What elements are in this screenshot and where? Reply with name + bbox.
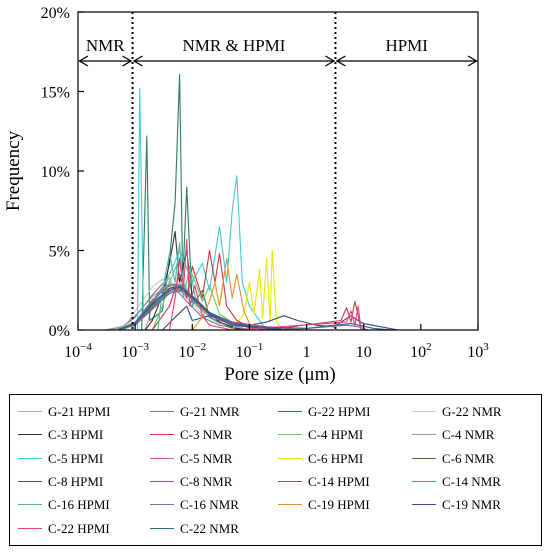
x-tick-label: 102: [410, 341, 432, 361]
legend-label: C-14 NMR: [442, 473, 501, 489]
y-tick-label: 15%: [41, 85, 70, 102]
x-tick-label: 10−1: [236, 341, 264, 361]
plot-series-group: [105, 73, 399, 331]
region-dividers: [131, 12, 337, 330]
legend-label: C-5 NMR: [180, 450, 233, 466]
region-arrow-head-left: [132, 55, 143, 67]
chart-legend: G-21 HPMI G-21 NMR G-22 HPMI G-22 NMR C-3 HP…: [9, 394, 542, 546]
series-line-18: [191, 257, 267, 331]
legend-label: G-21 HPMI: [48, 404, 111, 419]
region-1: NMR & HPMI: [132, 36, 336, 67]
region-arrow-head-right: [467, 55, 478, 67]
y-tick-label: 5%: [49, 244, 70, 261]
series-line-6: [151, 257, 267, 331]
region-0: NMR: [78, 36, 133, 67]
region-annotations: NMR NMR & HPMI HPMI: [78, 36, 478, 67]
x-tick-label: 10−4: [64, 341, 92, 361]
legend-swatch: [18, 411, 42, 412]
legend-swatch: [150, 527, 174, 529]
legend-label: C-8 NMR: [180, 473, 233, 489]
x-axis-label: Pore size (μm): [224, 364, 336, 385]
legend-swatch: [278, 434, 302, 436]
legend-swatch: [150, 434, 174, 436]
legend-swatch: [18, 434, 42, 436]
legend-label: C-22 NMR: [180, 520, 239, 536]
region-2: HPMI: [335, 36, 478, 67]
legend-label: C-4 HPMI: [308, 427, 364, 443]
legend-label: C-22 HPMI: [48, 520, 110, 536]
legend-swatch: [412, 457, 436, 459]
region-arrow-head-right: [325, 55, 336, 67]
legend-label: C-16 NMR: [180, 497, 239, 513]
legend-label: C-19 NMR: [442, 497, 501, 513]
legend-swatch: [412, 411, 436, 412]
legend-swatch: [278, 480, 302, 482]
region-label: HPMI: [385, 36, 428, 55]
x-tick-label: 1: [303, 344, 311, 361]
legend-swatch: [18, 504, 42, 506]
legend-swatch: [150, 411, 174, 412]
legend-swatch: [278, 504, 302, 506]
region-label: NMR & HPMI: [182, 36, 285, 55]
region-arrow-head-left: [78, 55, 89, 67]
legend-label: C-6 NMR: [442, 450, 495, 466]
series-line-20: [168, 238, 362, 331]
axis-ticks: 0% 5% 10% 15% 20% 10−4 10−3 10−2 10−1 1 10 102 103: [41, 5, 490, 361]
y-tick-label: 20%: [41, 5, 70, 22]
y-tick-label: 0%: [49, 323, 70, 340]
x-tick-label: 103: [467, 341, 489, 361]
x-tick-label: 10−2: [178, 341, 206, 361]
legend-swatch: [412, 434, 436, 436]
legend-swatch: [150, 457, 174, 459]
series-line-21: [117, 284, 392, 331]
series-line-14: [151, 249, 362, 331]
legend-swatch: [18, 457, 42, 459]
legend-swatch: [150, 504, 174, 506]
y-axis-label: Frequency: [3, 130, 24, 211]
legend-label: C-8 HPMI: [48, 473, 104, 489]
legend-label: C-16 HPMI: [48, 497, 110, 513]
region-arrow-head-right: [122, 55, 133, 67]
legend-swatch: [412, 504, 436, 506]
legend-label: C-3 NMR: [180, 427, 233, 443]
legend-swatch: [278, 411, 302, 412]
x-tick-label: 10: [356, 344, 372, 361]
legend-label: G-22 HPMI: [308, 404, 371, 419]
series-line-10: [231, 249, 285, 331]
x-tick-label: 10−3: [121, 341, 149, 361]
legend-label: C-5 HPMI: [48, 450, 104, 466]
legend-swatch: [412, 480, 436, 482]
region-arrow-head-left: [335, 55, 346, 67]
legend-label: C-19 HPMI: [308, 497, 370, 513]
legend-label: C-3 HPMI: [48, 427, 104, 443]
legend-swatch: [18, 527, 42, 529]
region-label: NMR: [86, 36, 125, 55]
legend-swatch: [278, 457, 302, 459]
legend-swatch: [18, 480, 42, 482]
legend-label: C-14 HPMI: [308, 473, 370, 489]
legend-label: G-22 NMR: [442, 404, 502, 419]
legend-label: C-4 NMR: [442, 427, 495, 443]
chart-area: NMR NMR & HPMI HPMI 0% 5% 10% 15% 20% 10−4 10−3 1…: [3, 5, 490, 385]
legend-label: G-21 NMR: [180, 404, 240, 419]
legend-label: C-6 HPMI: [308, 450, 364, 466]
legend-swatch: [150, 480, 174, 482]
y-tick-label: 10%: [41, 164, 70, 181]
